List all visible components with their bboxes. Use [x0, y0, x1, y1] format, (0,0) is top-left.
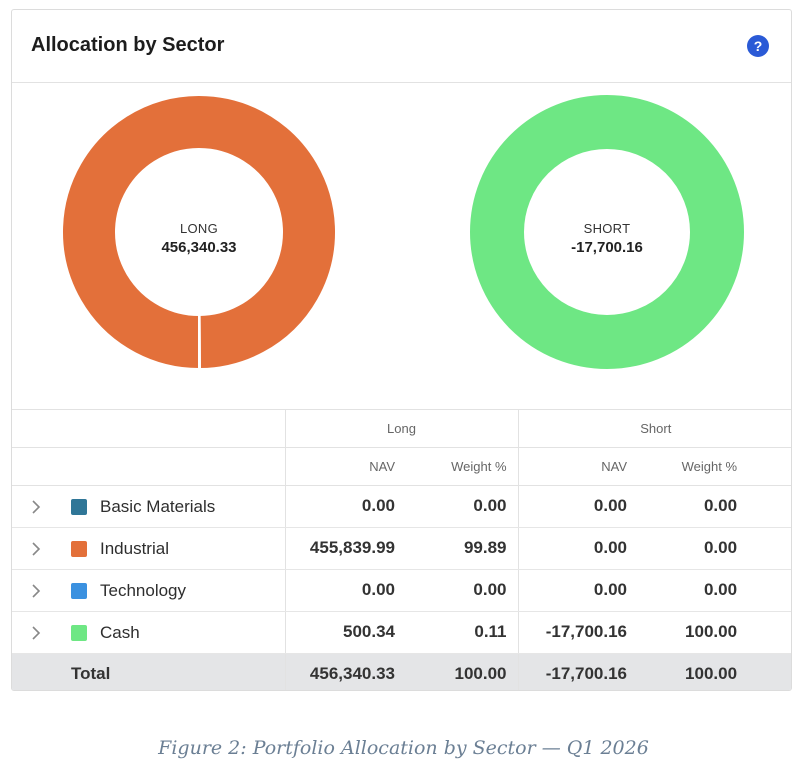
- sector-cell: Basic Materials: [12, 485, 285, 528]
- short-weight-cell: 0.00: [638, 485, 791, 528]
- table-row[interactable]: Industrial 455,839.99 99.89 0.00 0.00: [12, 527, 791, 570]
- chevron-right-icon[interactable]: [28, 581, 44, 601]
- total-short-nav: -17,700.16: [517, 653, 639, 690]
- long-weight-cell: 99.89: [406, 527, 519, 570]
- long-weight-cell: 0.00: [406, 485, 519, 528]
- allocation-table: Long Short NAV Weight % NAV Weight % Bas…: [12, 410, 791, 690]
- sector-color-swatch: [71, 624, 87, 641]
- sector-cell: Cash: [12, 611, 285, 654]
- short-weight-cell: 0.00: [638, 569, 791, 612]
- total-long-nav: 456,340.33: [284, 653, 406, 690]
- sector-name: Cash: [100, 622, 140, 642]
- sector-cell: Technology: [12, 569, 285, 612]
- sector-name: Technology: [100, 580, 187, 600]
- long-group-header: Long: [284, 410, 519, 448]
- donut-charts: LONG 456,340.33 SHORT -17,700.16: [12, 83, 791, 410]
- chevron-right-icon[interactable]: [28, 623, 44, 643]
- allocation-panel: Allocation by Sector ? LONG 456,340.33 S…: [11, 9, 792, 691]
- short-nav-cell: 0.00: [517, 485, 639, 528]
- short-weight-cell: 0.00: [638, 527, 791, 570]
- total-label: Total: [12, 653, 285, 690]
- long-donut-label: LONG: [179, 221, 219, 236]
- short-donut-value: -17,700.16: [571, 239, 643, 256]
- sector-cell: Industrial: [12, 527, 285, 570]
- empty-header-cell: [12, 410, 285, 448]
- long-weight-cell: 0.00: [406, 569, 519, 612]
- total-short-weight: 100.00: [638, 653, 791, 690]
- figure-caption: Figure 2: Portfolio Allocation by Sector…: [158, 737, 649, 759]
- donut-svg: [61, 94, 744, 371]
- long-nav-cell: 500.34: [284, 611, 406, 654]
- long-weight-cell: 0.11: [406, 611, 519, 654]
- column-header-row: NAV Weight % NAV Weight %: [12, 447, 791, 486]
- sector-color-swatch: [71, 582, 87, 599]
- empty-header-cell: [12, 447, 285, 486]
- short-nav-header[interactable]: NAV: [517, 447, 639, 486]
- short-weight-header[interactable]: Weight %: [638, 447, 791, 486]
- long-donut-center: LONG 456,340.33: [119, 221, 279, 256]
- panel-header: Allocation by Sector ?: [12, 10, 791, 83]
- long-nav-cell: 0.00: [284, 569, 406, 612]
- short-donut-center: SHORT -17,700.16: [527, 221, 687, 256]
- short-donut-label: SHORT: [583, 221, 631, 236]
- short-nav-cell: 0.00: [517, 527, 639, 570]
- long-nav-header[interactable]: NAV: [284, 447, 406, 486]
- long-donut-slice[interactable]: [198, 313, 201, 371]
- short-group-header: Short: [517, 410, 791, 448]
- long-nav-cell: 0.00: [284, 485, 406, 528]
- help-icon[interactable]: ?: [747, 35, 769, 57]
- long-weight-header[interactable]: Weight %: [406, 447, 519, 486]
- sector-name: Industrial: [100, 538, 169, 558]
- chevron-right-icon[interactable]: [28, 539, 44, 559]
- chevron-right-icon[interactable]: [28, 497, 44, 517]
- total-row: Total 456,340.33 100.00 -17,700.16 100.0…: [12, 653, 791, 690]
- short-weight-cell: 100.00: [638, 611, 791, 654]
- table-row[interactable]: Basic Materials 0.00 0.00 0.00 0.00: [12, 485, 791, 528]
- sector-color-swatch: [71, 540, 87, 557]
- short-nav-cell: 0.00: [517, 569, 639, 612]
- long-donut-slice[interactable]: [61, 94, 338, 371]
- table-row[interactable]: Technology 0.00 0.00 0.00 0.00: [12, 569, 791, 612]
- panel-title: Allocation by Sector: [31, 34, 225, 56]
- sector-name: Basic Materials: [100, 496, 216, 516]
- table-row[interactable]: Cash 500.34 0.11 -17,700.16 100.00: [12, 611, 791, 654]
- group-header-row: Long Short: [12, 410, 791, 448]
- short-donut-slice[interactable]: [470, 95, 744, 369]
- long-nav-cell: 455,839.99: [284, 527, 406, 570]
- short-nav-cell: -17,700.16: [517, 611, 639, 654]
- total-long-weight: 100.00: [406, 653, 519, 690]
- long-donut-value: 456,340.33: [161, 239, 237, 256]
- sector-color-swatch: [71, 498, 87, 515]
